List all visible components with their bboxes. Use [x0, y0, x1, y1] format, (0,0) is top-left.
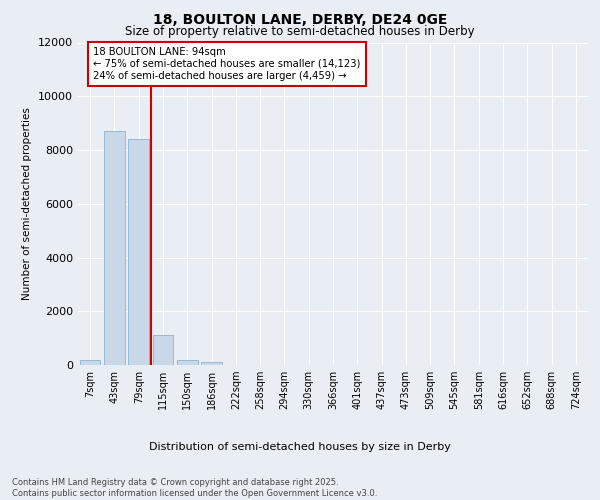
Y-axis label: Number of semi-detached properties: Number of semi-detached properties [22, 108, 32, 300]
Text: 18, BOULTON LANE, DERBY, DE24 0GE: 18, BOULTON LANE, DERBY, DE24 0GE [153, 12, 447, 26]
Bar [104, 131, 125, 365]
Bar [152, 336, 173, 365]
Text: 18 BOULTON LANE: 94sqm
← 75% of semi-detached houses are smaller (14,123)
24% of: 18 BOULTON LANE: 94sqm ← 75% of semi-det… [94, 48, 361, 80]
Bar [201, 362, 222, 365]
Text: Distribution of semi-detached houses by size in Derby: Distribution of semi-detached houses by … [149, 442, 451, 452]
Text: Contains HM Land Registry data © Crown copyright and database right 2025.
Contai: Contains HM Land Registry data © Crown c… [12, 478, 377, 498]
Bar [128, 139, 149, 365]
Bar [177, 360, 197, 365]
Text: Size of property relative to semi-detached houses in Derby: Size of property relative to semi-detach… [125, 25, 475, 38]
Bar [80, 360, 100, 365]
